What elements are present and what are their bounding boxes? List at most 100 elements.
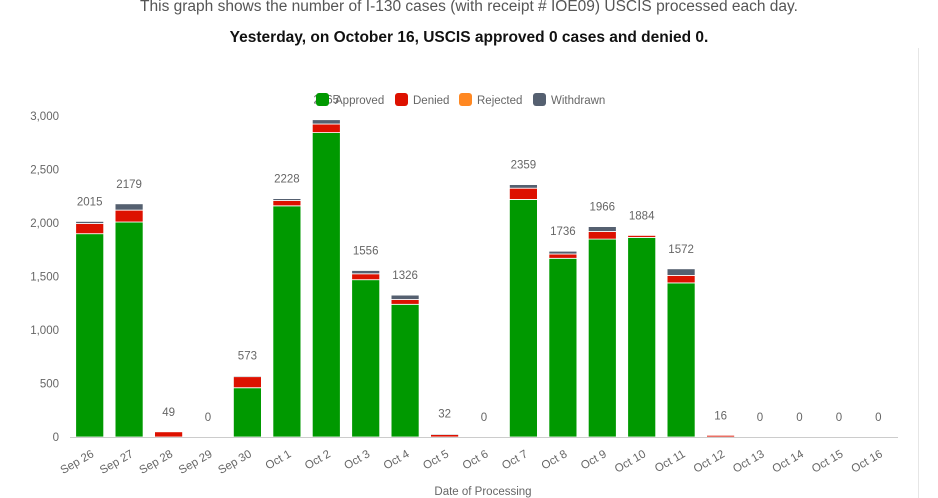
y-tick-label: 0 (53, 432, 59, 444)
value-labels-group: 2015217949057322282965155613263202359173… (77, 95, 882, 424)
bar-segment-approved[interactable] (232, 387, 262, 438)
x-tick-label: Oct 5 (421, 448, 451, 472)
y-tick-label: 2,000 (30, 218, 59, 230)
panel-divider (918, 48, 919, 498)
bar-segment-approved[interactable] (666, 282, 696, 438)
x-tick-label: Oct 4 (382, 448, 412, 472)
bar-segment-approved[interactable] (311, 132, 341, 438)
bar-segment-approved[interactable] (508, 199, 538, 438)
bar-segment-denied[interactable] (232, 376, 262, 389)
bars-group (75, 119, 735, 438)
x-tick-label: Sep 28 (138, 448, 176, 477)
x-tick-label: Sep 27 (98, 448, 136, 477)
x-tick-label: Oct 10 (613, 448, 648, 475)
bar-segment-denied[interactable] (706, 434, 735, 438)
x-tick-label: Oct 14 (771, 448, 807, 476)
x-tick-label: Oct 1 (264, 448, 294, 472)
bar-segment-withdrawn[interactable] (114, 203, 144, 211)
bar-total-label: 2359 (511, 160, 537, 172)
y-tick-label: 2,500 (30, 165, 59, 177)
bar-segment-withdrawn[interactable] (390, 294, 420, 300)
y-tick-label: 500 (40, 379, 59, 391)
bar-segment-approved[interactable] (351, 279, 381, 438)
x-axis: Sep 26 Sep 27 Sep 28 Sep 29 Sep 30 Oct 1 Oct 2… (59, 437, 898, 477)
x-tick-label: Sep 26 (59, 448, 97, 477)
daily-summary-headline: Yesterday, on October 16, USCIS approved… (229, 29, 709, 46)
x-tick-label: Oct 9 (579, 448, 609, 472)
y-axis: 0 500 1,000 1,500 2,000 2,500 3,000 (30, 111, 59, 444)
bar-segment-withdrawn[interactable] (311, 119, 341, 125)
bar-total-label: 0 (875, 412, 881, 424)
bar-segment-approved[interactable] (548, 257, 578, 438)
bar-segment-withdrawn[interactable] (272, 198, 302, 201)
bar-segment-denied[interactable] (508, 187, 538, 200)
x-tick-label: Oct 11 (653, 448, 688, 475)
x-tick-label: Oct 7 (500, 448, 530, 472)
bar-segment-denied[interactable] (627, 234, 657, 238)
bar-total-label: 32 (438, 409, 451, 421)
legend-item-approved[interactable]: Approved (316, 93, 384, 107)
bar-total-label: 1556 (353, 246, 379, 258)
y-tick-label: 3,000 (30, 111, 59, 123)
bar-segment-withdrawn[interactable] (430, 433, 460, 436)
bar-segment-denied[interactable] (272, 200, 302, 207)
bar-total-label: 0 (836, 412, 842, 424)
bar-segment-withdrawn[interactable] (587, 226, 617, 232)
x-tick-label: Oct 13 (731, 448, 766, 475)
bar-segment-denied[interactable] (114, 209, 144, 223)
bar-segment-approved[interactable] (75, 233, 105, 438)
legend-item-denied[interactable]: Denied (395, 93, 449, 107)
bar-segment-withdrawn[interactable] (351, 270, 381, 275)
x-axis-title: Date of Processing (434, 486, 531, 498)
bar-segment-withdrawn[interactable] (548, 250, 578, 255)
legend-swatch (316, 93, 329, 106)
x-tick-label: Oct 6 (461, 448, 491, 472)
legend-label: Withdrawn (551, 95, 605, 107)
bar-segment-denied[interactable] (390, 299, 420, 305)
bar-total-label: 573 (238, 351, 257, 363)
chart-subtitle: This graph shows the number of I-130 cas… (140, 0, 798, 15)
bar-segment-denied[interactable] (548, 253, 578, 259)
x-tick-label: Oct 15 (810, 448, 845, 475)
bar-segment-withdrawn[interactable] (232, 375, 262, 378)
bar-segment-approved[interactable] (390, 303, 420, 438)
bar-segment-withdrawn[interactable] (508, 184, 538, 189)
bar-segment-denied[interactable] (587, 231, 617, 240)
bar-segment-denied[interactable] (351, 273, 381, 281)
bar-segment-denied[interactable] (311, 123, 341, 134)
x-tick-label: Sep 29 (177, 448, 215, 477)
legend-item-withdrawn[interactable]: Withdrawn (533, 93, 605, 107)
bar-total-label: 0 (481, 412, 487, 424)
bar-segment-withdrawn[interactable] (666, 268, 696, 276)
x-tick-label: Oct 2 (303, 448, 333, 472)
bar-segment-approved[interactable] (272, 205, 302, 438)
bar-total-label: 0 (205, 412, 211, 424)
x-tick-label: Oct 12 (692, 448, 727, 475)
legend-swatch (533, 93, 546, 106)
bar-segment-withdrawn[interactable] (75, 220, 105, 224)
bar-total-label: 0 (757, 412, 763, 424)
bar-total-label: 16 (714, 410, 727, 422)
bar-segment-approved[interactable] (587, 238, 617, 438)
bar-segment-denied[interactable] (154, 431, 184, 438)
bar-segment-denied[interactable] (666, 274, 696, 284)
bar-total-label: 1572 (668, 244, 694, 256)
legend-swatch (395, 93, 408, 106)
bar-total-label: 0 (796, 412, 802, 424)
bar-total-label: 2015 (77, 196, 103, 208)
bar-segment-denied[interactable] (75, 223, 105, 235)
x-tick-label: Oct 3 (342, 448, 372, 472)
chart-legend[interactable]: Approved Denied Rejected Withdrawn (316, 93, 605, 107)
bar-total-label: 1326 (392, 270, 418, 282)
y-tick-label: 1,500 (30, 272, 59, 284)
legend-item-rejected[interactable]: Rejected (459, 93, 522, 107)
x-tick-label: Oct 8 (540, 448, 570, 472)
bar-segment-approved[interactable] (627, 236, 657, 438)
legend-swatch (459, 93, 472, 106)
bar-total-label: 2179 (116, 179, 142, 191)
y-tick-label: 1,000 (30, 325, 59, 337)
x-tick-label: Sep 30 (216, 448, 254, 477)
bar-segment-approved[interactable] (114, 221, 144, 438)
bar-total-label: 1736 (550, 226, 576, 238)
